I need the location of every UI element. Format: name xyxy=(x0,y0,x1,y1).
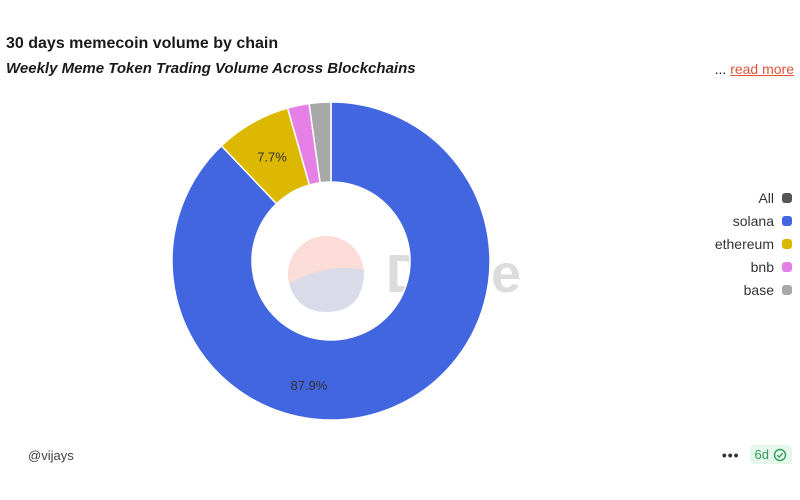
legend-label: ethereum xyxy=(714,236,774,252)
read-more-ellipsis: ... xyxy=(714,61,727,77)
legend-item-solana[interactable]: solana xyxy=(733,213,792,229)
read-more: ... read more xyxy=(715,61,794,77)
chart-title: 30 days memecoin volume by chain xyxy=(6,35,279,52)
age-badge: 6d xyxy=(749,445,792,464)
author-handle[interactable]: @vijays xyxy=(28,448,74,463)
chart-subtitle: Weekly Meme Token Trading Volume Across … xyxy=(6,60,416,77)
check-circle-icon xyxy=(773,448,787,461)
legend-swatch xyxy=(782,262,792,272)
chart-legend: All solana ethereum bnb base xyxy=(715,190,792,298)
footer-actions: ••• 6d xyxy=(722,445,792,464)
slice-label-solana: 87.9% xyxy=(291,378,328,393)
pie-slice-base[interactable] xyxy=(308,101,332,184)
dune-logo-lower-icon xyxy=(289,267,364,312)
legend-label: solana xyxy=(732,213,774,229)
legend-label: base xyxy=(743,282,774,298)
pie-slice-solana[interactable] xyxy=(171,101,491,421)
legend-label: bnb xyxy=(750,259,774,275)
legend-swatch xyxy=(782,285,792,295)
legend-item-bnb[interactable]: bnb xyxy=(751,259,792,275)
legend-label: All xyxy=(758,190,774,206)
more-options-button[interactable]: ••• xyxy=(721,446,740,463)
legend-swatch xyxy=(782,193,792,203)
age-badge-text: 6d xyxy=(754,447,769,462)
read-more-link[interactable]: read more xyxy=(730,61,794,77)
slice-label-ethereum: 7.7% xyxy=(257,150,287,165)
legend-item-ethereum[interactable]: ethereum xyxy=(715,236,792,252)
legend-item-all[interactable]: All xyxy=(758,190,792,206)
legend-swatch xyxy=(782,239,792,249)
legend-swatch xyxy=(782,216,792,226)
legend-item-base[interactable]: base xyxy=(744,282,792,298)
